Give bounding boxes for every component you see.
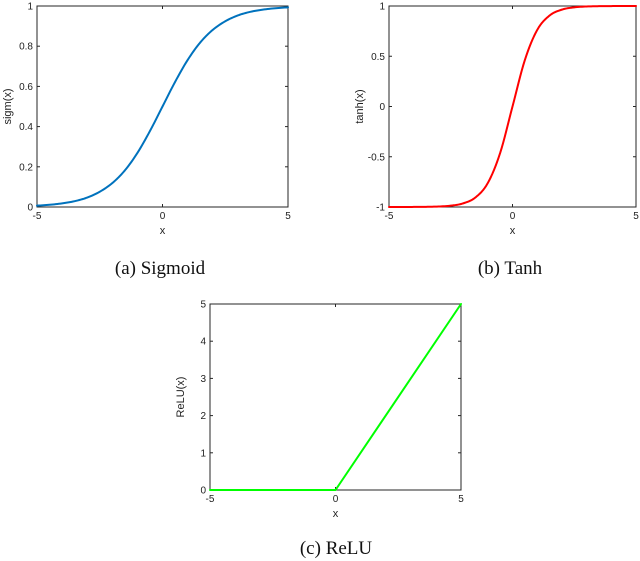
sigmoid-x-tick-label: 0 bbox=[160, 211, 166, 222]
sigmoid-y-axis-label: sigm(x) bbox=[2, 88, 14, 124]
sigmoid-y-tick-label: 0.4 bbox=[19, 122, 33, 133]
relu-x-tick-label: -5 bbox=[206, 494, 215, 505]
relu-curve bbox=[209, 303, 462, 491]
relu-caption: (c) ReLU bbox=[300, 538, 373, 559]
tanh-y-tick-label: 0.5 bbox=[371, 52, 385, 63]
relu-y-tick-label: 1 bbox=[200, 448, 206, 459]
relu-plot-area bbox=[209, 303, 462, 491]
tanh-y-axis-label: tanh(x) bbox=[354, 89, 366, 123]
relu-x-tick-label: 0 bbox=[333, 494, 339, 505]
relu-y-tick-label: 4 bbox=[200, 337, 206, 348]
tanh-curve bbox=[388, 5, 637, 208]
sigmoid-y-tick-label: 0.6 bbox=[19, 82, 33, 93]
sigmoid-x-axis-label: x bbox=[160, 225, 166, 237]
sigmoid-y-tick-label: 1 bbox=[27, 2, 33, 13]
tanh-y-tick-label: -0.5 bbox=[368, 152, 386, 163]
relu-x-tick-label: 5 bbox=[458, 494, 464, 505]
tanh-x-tick-label: 5 bbox=[633, 211, 639, 222]
tanh-x-axis-label: x bbox=[510, 225, 516, 237]
relu-y-tick-label: 0 bbox=[200, 486, 206, 497]
relu-y-axis-label: ReLU(x) bbox=[175, 377, 187, 418]
tanh-y-tick-label: 1 bbox=[379, 2, 385, 13]
tanh-panel: -5 0 5 -1 -0.5 0 0.5 1 x tanh(x) (b) Tanh bbox=[354, 2, 639, 280]
tanh-y-tick-label: 0 bbox=[379, 102, 385, 113]
sigmoid-y-tick-label: 0.8 bbox=[19, 42, 33, 53]
sigmoid-y-tick-label: 0.2 bbox=[19, 162, 33, 173]
sigmoid-x-tick-label: -5 bbox=[33, 211, 42, 222]
tanh-x-tick-label: -5 bbox=[385, 211, 394, 222]
sigmoid-caption: (a) Sigmoid bbox=[115, 258, 206, 279]
sigmoid-y-tick-label: 0 bbox=[27, 203, 33, 214]
relu-y-tick-label: 3 bbox=[200, 374, 206, 385]
tanh-x-tick-label: 0 bbox=[510, 211, 516, 222]
relu-y-tick-label: 2 bbox=[200, 411, 206, 422]
tanh-y-tick-label: -1 bbox=[376, 203, 385, 214]
sigmoid-curve bbox=[36, 6, 289, 207]
relu-y-tick-label: 5 bbox=[200, 300, 206, 311]
tanh-caption: (b) Tanh bbox=[478, 258, 543, 279]
relu-x-axis-label: x bbox=[333, 508, 339, 520]
sigmoid-x-tick-label: 5 bbox=[285, 211, 291, 222]
